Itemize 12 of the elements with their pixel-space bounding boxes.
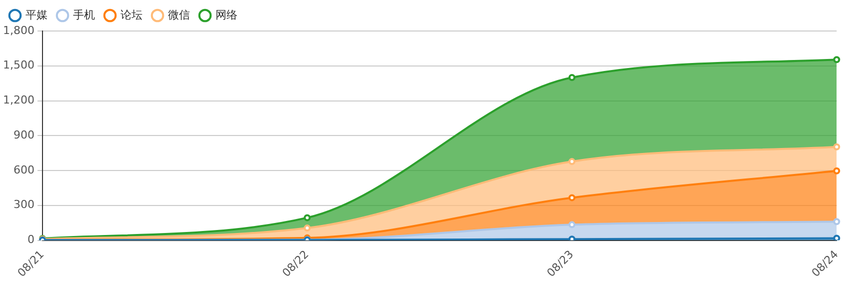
y-tick-label: 1,800 bbox=[2, 24, 34, 37]
y-tick-label: 0 bbox=[27, 233, 34, 246]
y-tick-label: 1,500 bbox=[2, 58, 34, 72]
legend-label: 网络 bbox=[216, 8, 238, 22]
y-tick-label: 1,200 bbox=[2, 94, 34, 107]
y-tick-label: 300 bbox=[13, 198, 34, 212]
legend-label: 手机 bbox=[73, 8, 95, 22]
legend-label: 论坛 bbox=[120, 8, 142, 22]
legend-label: 微信 bbox=[168, 8, 190, 22]
legend-label: 平媒 bbox=[26, 8, 48, 22]
y-tick-label: 600 bbox=[13, 163, 34, 176]
y-tick-label: 900 bbox=[13, 128, 34, 142]
